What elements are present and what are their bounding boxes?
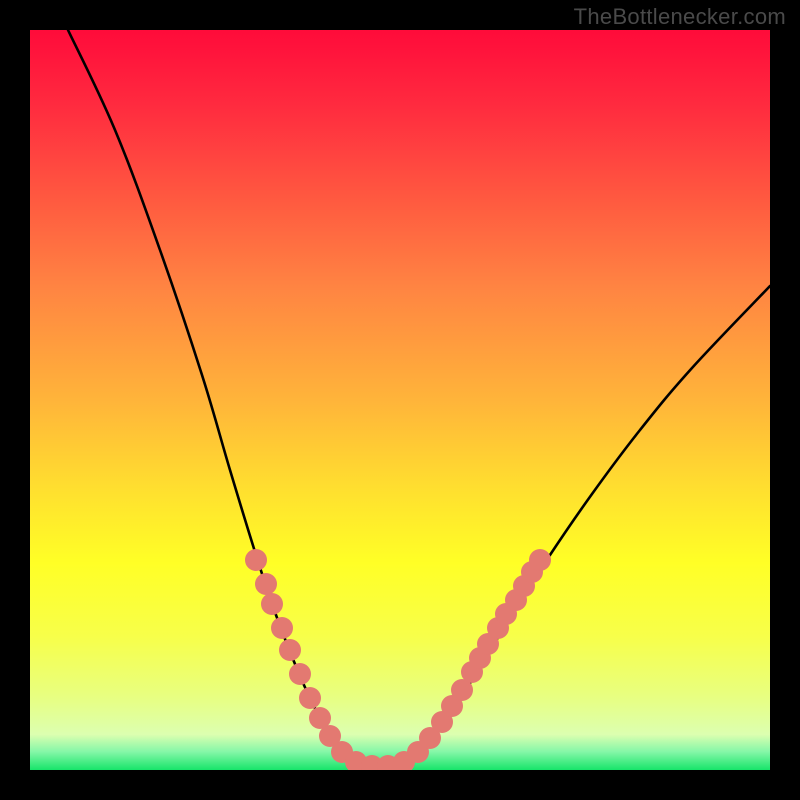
data-dot xyxy=(255,573,277,595)
data-dot xyxy=(529,549,551,571)
data-dot xyxy=(261,593,283,615)
chart-stage: TheBottlenecker.com xyxy=(0,0,800,800)
gradient-background xyxy=(30,30,770,770)
data-dot xyxy=(245,549,267,571)
data-dot xyxy=(299,687,321,709)
data-dot xyxy=(289,663,311,685)
chart-svg xyxy=(0,0,800,800)
data-dot xyxy=(279,639,301,661)
data-dot xyxy=(271,617,293,639)
watermark-text: TheBottlenecker.com xyxy=(574,4,786,30)
